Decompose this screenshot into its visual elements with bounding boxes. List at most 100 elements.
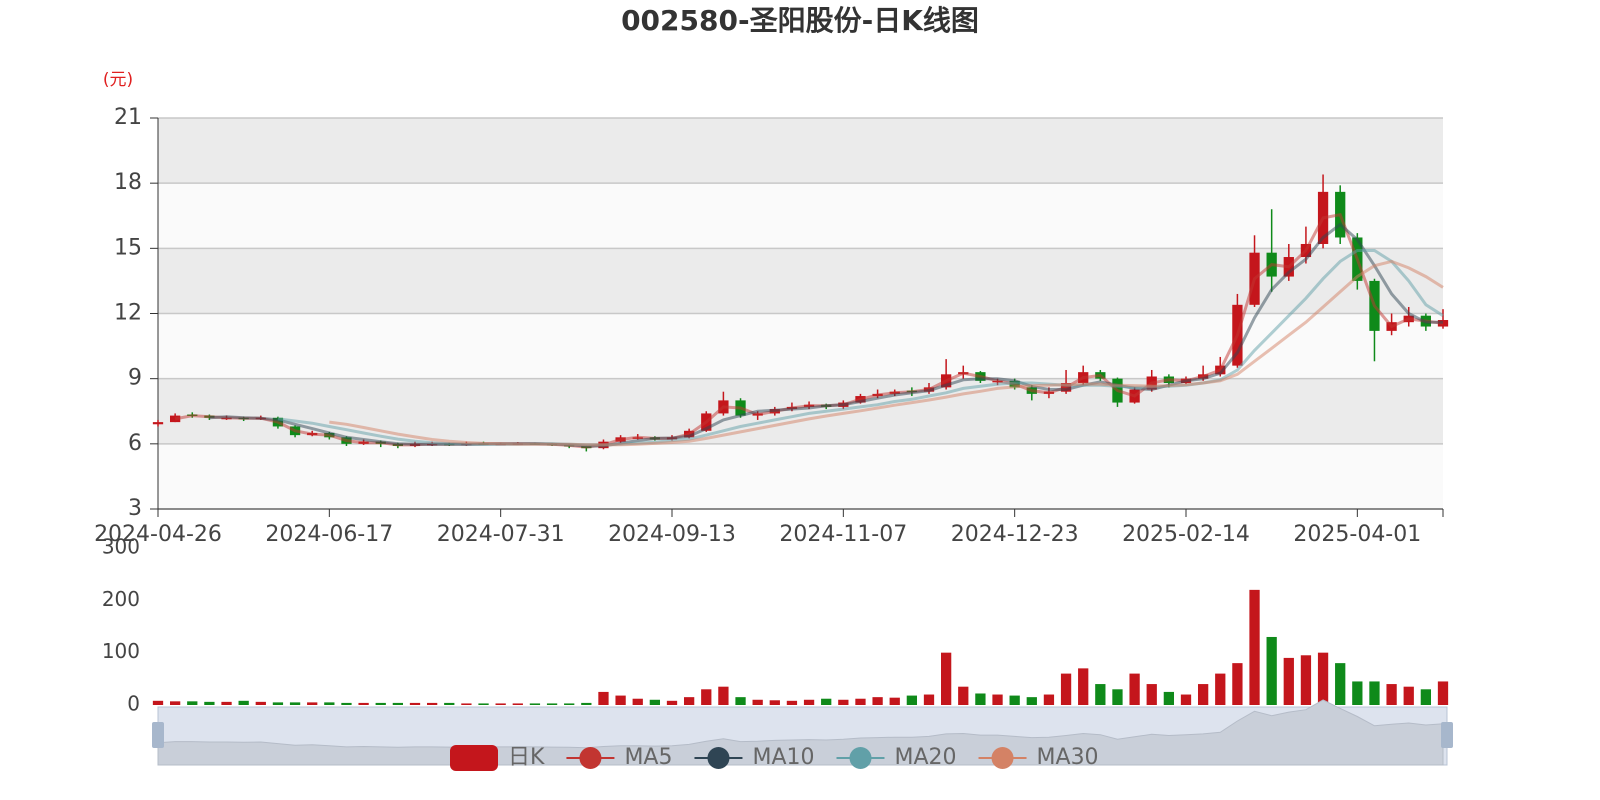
volume-bar: [546, 703, 558, 705]
y-tick-label: 6: [128, 431, 142, 456]
volume-bar: [1403, 686, 1414, 705]
volume-bar: [1146, 684, 1157, 705]
volume-bar: [1112, 689, 1123, 705]
volume-bar: [289, 702, 301, 705]
legend-icon: [991, 747, 1014, 769]
volume-bar: [1317, 652, 1329, 705]
volume-tick-label: 0: [127, 692, 140, 716]
volume-bar: [307, 702, 318, 705]
legend-label: MA20: [895, 745, 957, 770]
volume-bar: [152, 700, 164, 705]
volume-bar: [272, 702, 284, 705]
volume-bar: [169, 701, 181, 705]
volume-bar: [1095, 684, 1106, 705]
y-unit: (元): [103, 70, 133, 90]
zoom-handle[interactable]: [1441, 722, 1453, 748]
volume-tick-label: 300: [102, 535, 140, 559]
volume-tick-label: 100: [102, 639, 140, 663]
volume-bar: [444, 702, 455, 705]
legend-item[interactable]: MA30: [978, 745, 1099, 770]
legend-label: 日K: [508, 745, 545, 770]
y-tick-label: 15: [114, 235, 142, 260]
candle-body: [152, 422, 164, 425]
x-tick-label: 2024-09-13: [608, 522, 736, 547]
volume-bar: [187, 701, 198, 705]
y-tick-label: 18: [114, 170, 142, 195]
y-tick-label: 21: [114, 105, 142, 130]
legend-icon: [707, 747, 730, 769]
volume-bar: [581, 702, 592, 705]
volume-bar: [358, 702, 369, 705]
legend-item[interactable]: MA20: [836, 745, 957, 770]
legend-item[interactable]: MA10: [694, 745, 815, 770]
volume-bar: [666, 700, 678, 705]
volume-bar: [461, 703, 472, 705]
volume-bar: [341, 702, 352, 705]
legend-icon: [579, 747, 602, 769]
volume-bar: [615, 695, 626, 705]
volume-bar: [409, 702, 421, 705]
volume-bar: [889, 697, 900, 705]
volume-bar: [1060, 673, 1072, 705]
y-tick-label: 3: [128, 496, 142, 521]
volume-bar: [1249, 589, 1260, 705]
volume-bar: [752, 699, 763, 705]
volume-bar: [683, 697, 695, 705]
x-tick-label: 2024-06-17: [265, 522, 393, 547]
legend-label: MA10: [752, 745, 814, 770]
volume-bar: [940, 652, 952, 705]
volume-bar: [958, 686, 969, 705]
zoom-handle[interactable]: [152, 722, 164, 748]
volume-bar: [1335, 663, 1346, 705]
grid-band: [158, 378, 1443, 444]
volume-bar: [821, 698, 832, 705]
legend: 日K MA5 MA10 MA20 MA30: [450, 745, 1099, 771]
volume-bar: [1283, 657, 1294, 705]
legend-item[interactable]: MA5: [566, 745, 672, 770]
volume-bar: [238, 700, 249, 705]
legend-icon: [450, 745, 498, 771]
volume-bar: [769, 700, 780, 705]
x-tick-label: 2024-07-31: [437, 522, 565, 547]
volume-bar: [255, 701, 266, 705]
volume-bar: [392, 702, 404, 705]
ma-line: [329, 259, 1444, 447]
volume-bar: [803, 699, 815, 705]
grid-band: [158, 313, 1443, 379]
volume-bar: [906, 695, 918, 705]
volume-tick-label: 200: [102, 587, 140, 611]
volume-bar: [1215, 673, 1226, 705]
volume-bar: [221, 701, 232, 705]
x-tick-label: 2025-04-01: [1293, 522, 1421, 547]
volume-bar: [1009, 695, 1020, 705]
legend-label: MA5: [624, 745, 672, 770]
volume-bar: [838, 699, 849, 705]
chart-title: 002580-圣阳股份-日K线图: [621, 4, 979, 37]
legend-item[interactable]: 日K: [450, 745, 545, 771]
grid-band: [158, 118, 1443, 184]
volume-bar: [1078, 668, 1089, 705]
x-tick-label: 2024-11-07: [779, 522, 907, 547]
ma-line: [209, 222, 1443, 448]
grid-band: [158, 443, 1443, 509]
volume-bar: [872, 697, 883, 705]
volume-bar: [786, 700, 798, 705]
grid-band: [158, 248, 1443, 314]
volume-bar: [529, 703, 541, 705]
volume-bar: [426, 702, 438, 705]
volume-bar: [1043, 694, 1055, 705]
volume-bar: [701, 689, 712, 705]
legend-icon: [849, 747, 872, 769]
volume-bar: [324, 702, 335, 705]
y-tick-label: 12: [114, 301, 142, 326]
x-tick-label: 2024-12-23: [951, 522, 1079, 547]
volume-bar: [975, 693, 986, 705]
volume-bar: [1232, 663, 1243, 705]
volume-bar: [992, 694, 1003, 705]
volume-bar: [923, 694, 935, 705]
volume-bar: [1180, 694, 1192, 705]
volume-bar: [375, 702, 386, 705]
volume-bar: [735, 697, 746, 705]
volume-bar: [855, 698, 866, 705]
